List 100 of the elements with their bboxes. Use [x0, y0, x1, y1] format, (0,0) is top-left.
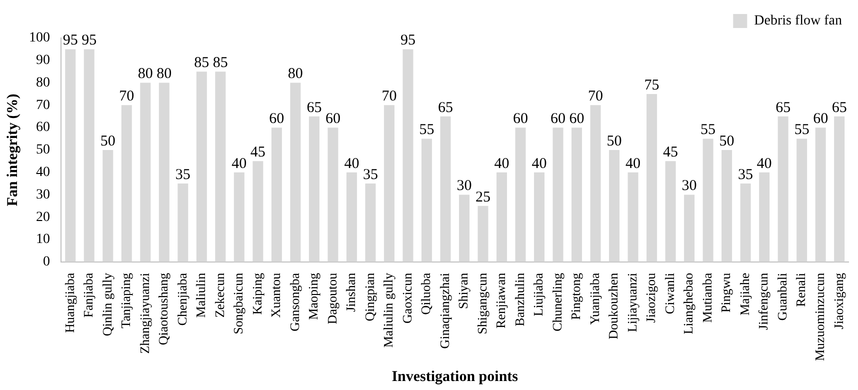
- data-label: 95: [400, 32, 416, 49]
- data-label: 70: [588, 88, 604, 105]
- bar: [308, 116, 320, 262]
- x-tick-label: Maoping: [306, 272, 321, 320]
- data-label: 50: [606, 133, 622, 150]
- x-tick-label: Maliulin gully: [380, 272, 396, 348]
- x-tick-label: Pingtong: [568, 272, 584, 320]
- x-tick-label: Xuantou: [268, 272, 284, 318]
- data-label: 50: [719, 133, 734, 150]
- x-tick-label: Qinlin gully: [99, 272, 114, 336]
- data-label: 45: [250, 144, 266, 161]
- x-tick-label: Ginaqiangzhai: [436, 272, 452, 349]
- legend-label: Debris flow fan: [754, 14, 842, 29]
- data-label: 60: [512, 111, 528, 127]
- data-label: 40: [344, 156, 360, 172]
- bar: [534, 172, 544, 262]
- x-tick-label: Songbaicun: [230, 272, 246, 334]
- x-tick-label: Fanjiaba: [80, 272, 96, 318]
- data-label: 85: [194, 55, 210, 72]
- y-tick-label: 0: [43, 254, 50, 270]
- y-tick-label: 50: [36, 142, 50, 158]
- bar: [215, 72, 226, 262]
- bar: [759, 172, 770, 262]
- data-label: 40: [494, 156, 510, 172]
- bar: [496, 172, 507, 262]
- data-label: 65: [776, 100, 791, 116]
- x-tick-label: Zekecun: [212, 272, 227, 318]
- y-axis-title: Fan integrity (%): [4, 94, 21, 206]
- x-tick-label: Huangjiaba: [62, 272, 77, 333]
- data-label: 40: [532, 156, 547, 172]
- data-label: 60: [813, 111, 828, 127]
- bar: [102, 150, 114, 262]
- y-tick-label: 60: [36, 120, 50, 136]
- data-label: 65: [438, 100, 453, 116]
- x-tick-label: Shiyan: [456, 272, 471, 310]
- data-label: 95: [82, 32, 97, 49]
- data-label: 55: [700, 122, 716, 138]
- data-label: 60: [325, 111, 340, 127]
- data-label: 35: [738, 166, 754, 183]
- x-tick-label: Chunerling: [549, 272, 564, 332]
- x-tick-label: Muzuominzucun: [812, 272, 827, 361]
- bar: [158, 82, 170, 262]
- bar: [609, 150, 620, 262]
- y-tick-label: 40: [36, 165, 50, 180]
- x-tick-label: Jiaoxigang: [830, 272, 846, 330]
- x-tick-label: Renjiawan: [493, 272, 508, 328]
- bar: [572, 128, 582, 262]
- data-label: 55: [419, 122, 434, 138]
- bar: [722, 150, 732, 262]
- bar: [702, 138, 714, 262]
- data-label: 65: [832, 100, 847, 116]
- bar: [440, 116, 451, 262]
- x-tick-label: Lijiayuanzi: [624, 272, 640, 332]
- bar: [196, 72, 207, 262]
- x-tick-label: Chenjiaba: [174, 272, 190, 326]
- x-axis-title: Investigation points: [392, 368, 518, 385]
- bar: [252, 161, 264, 262]
- bar: [590, 105, 601, 262]
- bar: [740, 184, 751, 262]
- y-tick-label: 10: [36, 232, 50, 248]
- bar: [84, 49, 94, 262]
- x-tick-label: Guanbali: [774, 272, 790, 321]
- x-tick-label: Jiaozigou: [643, 272, 658, 323]
- data-label: 75: [644, 77, 660, 94]
- data-label: 60: [569, 111, 584, 127]
- x-tick-label: Qiluoba: [418, 272, 434, 315]
- bar: [140, 82, 151, 262]
- data-label: 80: [156, 66, 172, 82]
- x-tick-label: Jinshan: [343, 272, 358, 312]
- y-tick-label: 30: [36, 187, 50, 202]
- data-label: 40: [626, 156, 641, 172]
- y-tick-label: 80: [36, 75, 50, 90]
- data-label: 60: [269, 111, 284, 127]
- x-tick-label: Lianghebao: [680, 272, 696, 334]
- x-tick-label: Shigangcun: [474, 272, 490, 334]
- bar: [628, 172, 638, 262]
- x-tick-label: Mutianba: [699, 272, 714, 323]
- data-label: 80: [138, 66, 153, 82]
- bar: [234, 172, 244, 262]
- bar: [271, 128, 282, 262]
- x-tick-label: Dagoutou: [324, 272, 340, 324]
- x-tick-label: Zhangjiayuanzi: [136, 272, 152, 354]
- y-tick-label: 100: [29, 30, 50, 46]
- bar: [121, 105, 132, 262]
- data-label: 30: [456, 178, 472, 194]
- data-label: 85: [212, 55, 228, 72]
- data-label: 35: [175, 166, 190, 183]
- y-tick-label: 90: [36, 53, 50, 68]
- data-label: 70: [382, 88, 397, 105]
- bar: [178, 184, 188, 262]
- x-tick-label: Pingwu: [718, 272, 734, 313]
- bar: [421, 138, 432, 262]
- bar: [552, 128, 564, 262]
- x-tick-label: Gansongba: [286, 272, 302, 332]
- data-label: 80: [288, 66, 303, 82]
- x-tick-label: Qiaotoushang: [156, 272, 171, 346]
- x-tick-label: Gaoxicun: [399, 272, 414, 324]
- data-label: 40: [232, 156, 247, 172]
- data-label: 65: [306, 100, 322, 116]
- bar: [796, 138, 808, 262]
